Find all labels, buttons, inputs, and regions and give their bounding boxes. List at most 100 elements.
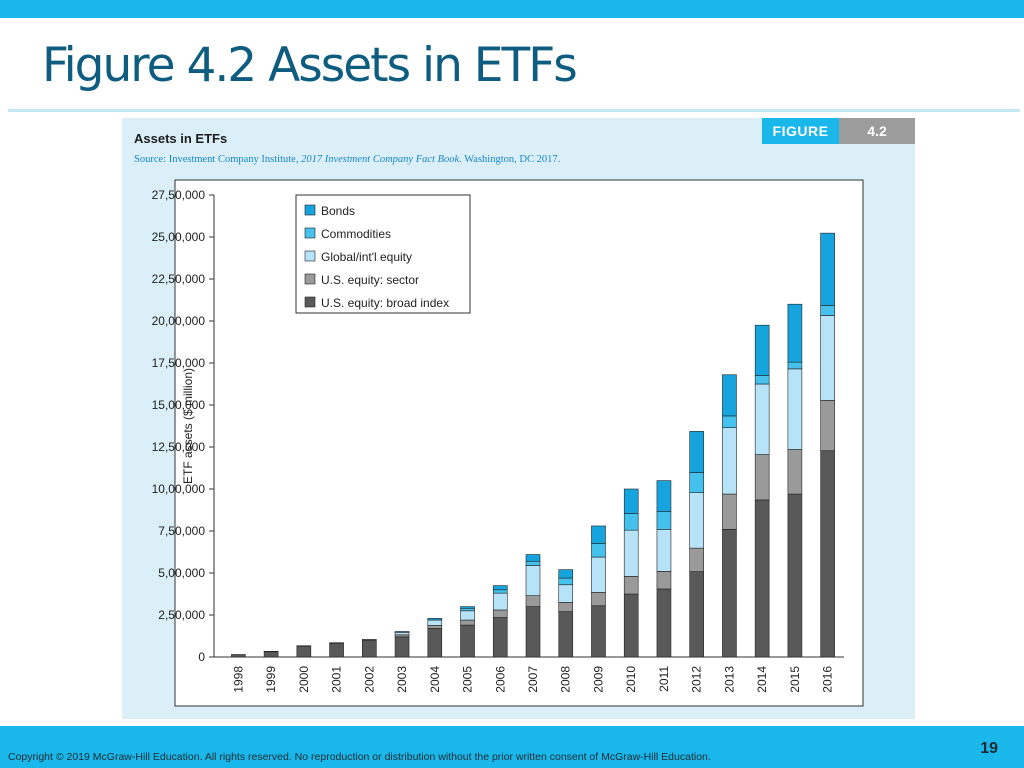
y-tick-label: 27,50,000 bbox=[152, 188, 206, 202]
bar-segment bbox=[754, 499, 770, 658]
legend-label: U.S. equity: sector bbox=[321, 273, 419, 287]
x-tick-label: 2001 bbox=[330, 666, 344, 693]
bar-segment bbox=[460, 610, 475, 621]
x-tick-label: 2006 bbox=[493, 666, 507, 693]
x-tick-label: 2009 bbox=[591, 666, 605, 693]
figure-panel: Assets in ETFs Source: Investment Compan… bbox=[122, 118, 915, 719]
bar-segment bbox=[427, 628, 443, 658]
legend-label: Global/int'l equity bbox=[321, 250, 412, 264]
x-tick-label: 2010 bbox=[624, 666, 638, 693]
bar-segment bbox=[754, 324, 770, 376]
bar-segment bbox=[492, 617, 508, 658]
bar-segment bbox=[722, 493, 737, 530]
slide-title: Figure 4.2 Assets in ETFs bbox=[42, 38, 578, 93]
bar-segment bbox=[787, 449, 803, 495]
y-axis-title: ETF assets ($ million) bbox=[181, 368, 195, 484]
x-tick-label: 2016 bbox=[821, 666, 835, 693]
bar-segment bbox=[722, 374, 737, 417]
bar-segment bbox=[558, 584, 574, 603]
plot-frame bbox=[174, 179, 864, 707]
bar-segment bbox=[787, 303, 803, 363]
bar-segment bbox=[492, 585, 508, 591]
bar-segment bbox=[296, 645, 312, 647]
figure-badge-label: FIGURE bbox=[762, 118, 839, 144]
bar-segment bbox=[722, 415, 737, 428]
bar-segment bbox=[820, 450, 835, 658]
bar-segment bbox=[427, 619, 443, 626]
x-tick-label: 1999 bbox=[264, 666, 278, 693]
bar-segment bbox=[558, 577, 574, 586]
bar-segment bbox=[427, 625, 443, 629]
bar-segment bbox=[558, 611, 574, 658]
x-tick-label: 2008 bbox=[559, 666, 573, 693]
source-italic: 2017 Investment Company Fact Book. bbox=[301, 154, 462, 165]
legend-label: Bonds bbox=[321, 204, 355, 218]
bar-segment bbox=[394, 636, 410, 658]
bar-segment bbox=[263, 651, 279, 658]
x-tick-label: 2005 bbox=[461, 666, 475, 693]
x-tick-label: 2012 bbox=[690, 666, 704, 693]
bar-segment bbox=[656, 571, 672, 590]
bar-segment bbox=[656, 588, 672, 658]
etf-assets-chart: 0 2,50,000 5,00,000 7,50,000 10,00,000 12,50,… bbox=[152, 179, 864, 707]
x-tick-label: 2011 bbox=[657, 666, 671, 692]
bar-segment bbox=[460, 619, 475, 626]
bar-segment bbox=[623, 513, 639, 531]
footer-bar: Copyright © 2019 McGraw-Hill Education. … bbox=[0, 726, 1024, 768]
bar-segment bbox=[689, 547, 704, 572]
x-tick-label: 2004 bbox=[428, 666, 442, 693]
bar-segment bbox=[525, 560, 541, 566]
bar-segment bbox=[591, 605, 606, 658]
top-accent-bar bbox=[0, 0, 1024, 18]
bar-segment bbox=[394, 634, 410, 638]
bar-segment bbox=[427, 618, 443, 621]
bar-segment bbox=[394, 631, 410, 633]
bar-segment bbox=[558, 569, 574, 579]
bar-segment bbox=[296, 645, 312, 658]
bar-segment bbox=[460, 607, 475, 612]
bar-segment bbox=[820, 305, 835, 316]
bar-segment bbox=[492, 609, 508, 618]
title-divider bbox=[8, 109, 1020, 112]
bar-segment bbox=[329, 642, 344, 644]
x-tick-label: 1998 bbox=[231, 666, 245, 693]
y-tick-label: 2,50,000 bbox=[158, 608, 205, 622]
bar-segment bbox=[722, 529, 737, 658]
bar-segment bbox=[460, 624, 475, 658]
y-tick-label: 0 bbox=[198, 650, 205, 664]
y-tick-label: 7,50,000 bbox=[158, 524, 205, 538]
bar-segment bbox=[525, 606, 541, 658]
bar-segment bbox=[525, 595, 541, 607]
x-tick-label: 2000 bbox=[297, 666, 311, 693]
bar-segment bbox=[754, 375, 770, 385]
bar-segment bbox=[656, 511, 672, 530]
bar-segment bbox=[787, 368, 803, 450]
bar-segment bbox=[689, 472, 704, 493]
bar-segment bbox=[492, 592, 508, 611]
bar-segment bbox=[362, 639, 377, 658]
bar-segment bbox=[591, 543, 606, 558]
y-tick-label: 25,00,000 bbox=[152, 230, 206, 244]
x-tick-label: 2007 bbox=[526, 666, 540, 693]
y-tick-label: 12,50,000 bbox=[152, 440, 206, 454]
legend-swatch bbox=[304, 227, 316, 239]
y-tick-label: 22,50,000 bbox=[152, 272, 206, 286]
bar-segment bbox=[263, 650, 279, 653]
x-tick-label: 2014 bbox=[755, 666, 769, 693]
figure-badge: FIGURE 4.2 bbox=[762, 118, 915, 144]
source-prefix: Source: Investment Company Institute, bbox=[134, 154, 302, 165]
legend-swatch bbox=[304, 273, 316, 285]
bar-segment bbox=[362, 639, 377, 641]
source-suffix: Washington, DC 2017. bbox=[461, 154, 561, 165]
y-tick-label: 17,50,000 bbox=[152, 356, 206, 370]
bar-segment bbox=[820, 315, 835, 401]
page-number: 19 bbox=[980, 740, 998, 757]
x-tick-label: 2002 bbox=[362, 666, 376, 693]
bar-segment bbox=[787, 493, 803, 658]
bar-segment bbox=[623, 488, 639, 514]
x-tick-label: 2013 bbox=[722, 666, 736, 693]
bar-segment bbox=[394, 632, 410, 636]
legend-swatch bbox=[304, 204, 316, 216]
bar-segment bbox=[329, 642, 344, 658]
bar-segment bbox=[492, 589, 508, 594]
